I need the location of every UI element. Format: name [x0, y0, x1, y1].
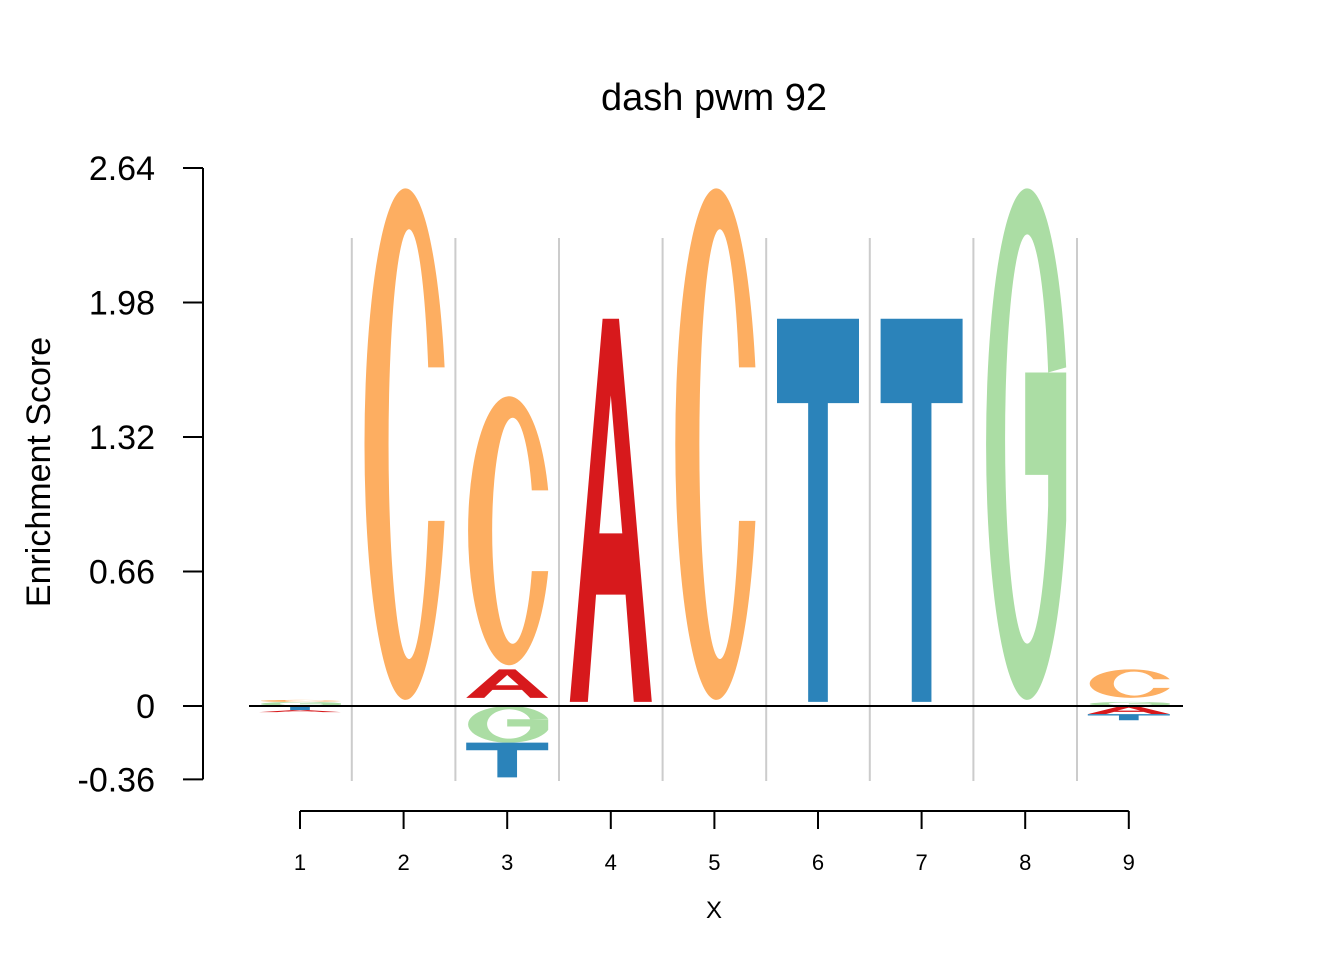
y-tick-label: 2.64 [89, 150, 155, 188]
x-tick-label: 1 [294, 850, 306, 875]
letter-g-pos1 [260, 701, 341, 706]
letter-a-pos3 [466, 669, 549, 698]
letter-c-pos2 [364, 188, 445, 700]
x-tick-label: 6 [812, 850, 824, 875]
column-separators [350, 238, 1078, 781]
letter-c-pos5 [675, 188, 756, 700]
x-tick-label: 7 [915, 850, 927, 875]
letter-t-pos3 [466, 742, 549, 778]
letter-a-pos9 [1087, 706, 1170, 715]
letter-a-pos1 [259, 710, 341, 713]
letter-t-pos1 [259, 706, 341, 711]
letter-t-pos7 [880, 318, 963, 702]
y-tick-label: 0 [136, 688, 155, 726]
x-axis-label: X [706, 897, 722, 924]
y-tick-label: 1.32 [89, 419, 155, 457]
chart-title: dash pwm 92 [601, 77, 827, 119]
letter-t-pos6 [777, 318, 859, 702]
letter-a-pos4 [569, 318, 652, 702]
letter-t-pos9 [1087, 714, 1170, 721]
x-tick-label: 5 [708, 850, 720, 875]
y-tick-label: 1.98 [89, 285, 155, 323]
y-axis-label: Enrichment Score [20, 337, 58, 607]
letter-c-pos3 [468, 396, 549, 666]
letter-g-pos8 [986, 188, 1067, 700]
x-tick-label: 3 [501, 850, 513, 875]
y-axis: 2.64 1.98 1.32 0.66 0 -0.36 [78, 150, 204, 799]
letter-g-pos9 [1089, 701, 1170, 706]
y-tick-label: -0.36 [78, 761, 156, 799]
letter-c-pos1 [260, 699, 341, 702]
x-axis: 1 2 3 4 5 6 7 8 9 [294, 810, 1135, 875]
letter-c-pos9 [1089, 669, 1170, 698]
letter-g-pos3 [468, 706, 549, 743]
x-tick-label: 8 [1019, 850, 1031, 875]
x-tick-label: 2 [397, 850, 409, 875]
y-tick-label: 0.66 [89, 554, 155, 592]
x-tick-label: 9 [1123, 850, 1135, 875]
x-tick-label: 4 [605, 850, 617, 875]
logo-letters [259, 188, 1170, 778]
